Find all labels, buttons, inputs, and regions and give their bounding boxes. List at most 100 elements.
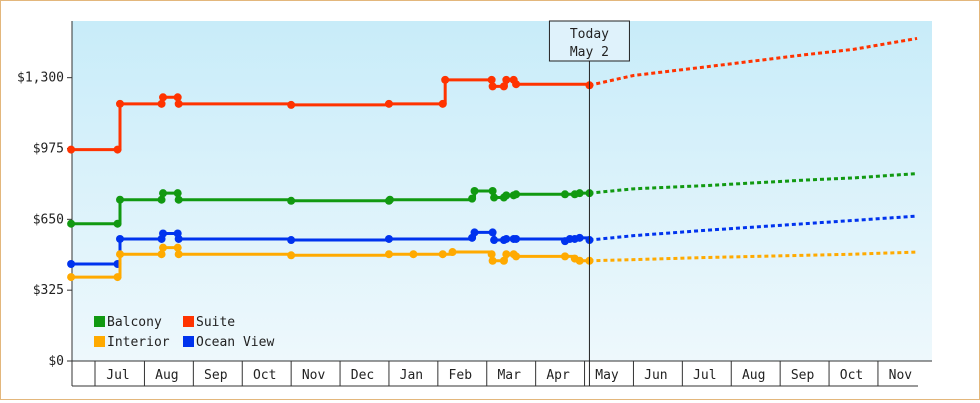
data-point <box>512 252 521 261</box>
data-point <box>468 194 477 203</box>
data-point <box>384 250 393 259</box>
forecast-line <box>589 172 918 195</box>
data-point <box>113 273 122 282</box>
data-point <box>502 234 511 243</box>
x-tick-label: Jul <box>693 368 716 383</box>
data-point <box>502 250 511 259</box>
data-point <box>157 99 166 108</box>
data-point <box>502 75 511 84</box>
today-label: Today <box>570 27 609 42</box>
legend-label: Balcony <box>107 315 162 330</box>
data-point <box>174 250 183 259</box>
data-point <box>438 99 447 108</box>
x-tick-label: Nov <box>302 368 326 383</box>
forecast-line <box>589 214 918 242</box>
data-point <box>157 250 166 259</box>
data-point <box>490 236 499 245</box>
data-point <box>116 234 124 243</box>
y-axis: $0 $325 $650 $975 $1,300 <box>17 21 73 369</box>
data-point <box>438 250 447 259</box>
legend-label: Interior <box>107 335 170 350</box>
data-point <box>287 100 296 109</box>
data-point <box>499 82 508 91</box>
data-point <box>490 193 499 202</box>
x-tick-label: Jan <box>400 368 423 383</box>
today-marker: Today May 2 <box>548 20 630 386</box>
data-point <box>173 189 182 198</box>
data-point <box>499 256 508 265</box>
x-tick-label: Sep <box>791 368 815 383</box>
x-tick-label: Jul <box>106 368 129 383</box>
data-point <box>575 256 584 265</box>
data-point <box>512 234 521 243</box>
data-point <box>384 99 393 108</box>
data-point <box>67 145 76 154</box>
data-point <box>560 190 569 199</box>
data-point <box>512 80 521 89</box>
data-point <box>502 191 511 200</box>
data-point <box>173 243 182 252</box>
data-point <box>512 190 521 199</box>
data-point <box>159 189 168 198</box>
series-interior <box>67 243 918 282</box>
x-tick-label: May <box>595 368 619 383</box>
data-point <box>116 99 124 108</box>
data-point <box>287 196 296 205</box>
data-point <box>159 243 168 252</box>
legend-swatch <box>183 336 194 347</box>
x-tick-label: Aug <box>742 368 765 383</box>
forecast-line <box>589 36 918 87</box>
x-tick-label: Dec <box>351 368 374 383</box>
x-tick-label: Oct <box>253 368 276 383</box>
x-tick-label: Nov <box>889 368 913 383</box>
x-tick-label: Feb <box>449 368 473 383</box>
y-tick-label: $0 <box>48 354 64 369</box>
data-point <box>67 260 76 269</box>
x-tick-label: Jun <box>644 368 667 383</box>
data-point <box>384 234 393 243</box>
today-date: May 2 <box>570 45 609 60</box>
data-point <box>157 195 166 204</box>
data-point <box>560 252 569 261</box>
series-ocean-view <box>67 214 918 269</box>
data-point <box>116 250 124 259</box>
today-box <box>548 20 630 62</box>
y-tick-label: $650 <box>33 212 64 227</box>
data-point <box>159 229 168 238</box>
data-point <box>385 195 394 204</box>
legend-label: Ocean View <box>196 335 274 350</box>
data-point <box>116 195 124 204</box>
data-point <box>174 195 183 204</box>
data-point <box>441 75 450 84</box>
x-tick-label: Apr <box>546 368 570 383</box>
data-point <box>488 228 497 237</box>
y-tick-label: $325 <box>33 283 64 298</box>
series-balcony <box>67 172 918 228</box>
data-point <box>287 236 296 245</box>
data-point <box>173 93 182 102</box>
legend-swatch <box>94 316 105 327</box>
data-point <box>448 248 457 257</box>
y-tick-label: $975 <box>33 142 64 157</box>
legend-swatch <box>94 336 105 347</box>
data-point <box>113 145 122 154</box>
data-point <box>488 82 497 91</box>
data-point <box>113 219 122 228</box>
data-point <box>488 187 497 195</box>
data-point <box>470 228 479 237</box>
legend: Balcony Suite Interior Ocean View <box>94 315 274 350</box>
data-point <box>487 75 496 84</box>
data-point <box>409 250 418 259</box>
x-tick-label: Aug <box>155 368 178 383</box>
data-point <box>575 189 584 198</box>
plot-background <box>72 21 932 361</box>
x-tick-label: Oct <box>840 368 863 383</box>
data-point <box>174 99 183 108</box>
x-tick-label: Mar <box>497 368 521 383</box>
series-suite <box>67 36 918 154</box>
data-point <box>575 233 584 242</box>
data-point <box>159 93 168 102</box>
legend-swatch <box>183 316 194 327</box>
